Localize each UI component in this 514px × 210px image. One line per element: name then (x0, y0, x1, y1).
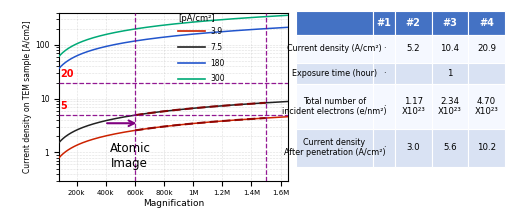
Text: ·: · (383, 69, 386, 78)
Bar (373, 11, 395, 35)
Bar (468, 11, 505, 35)
Text: #2: #2 (406, 18, 420, 28)
Bar (432, 63, 468, 84)
Text: Atomic
Image: Atomic Image (111, 142, 151, 169)
Text: 5.6: 5.6 (443, 143, 457, 152)
Text: 10.4: 10.4 (440, 45, 460, 53)
Bar (373, 84, 395, 129)
Text: Current density
After penetration (A/cm²): Current density After penetration (A/cm²… (284, 138, 385, 158)
Y-axis label: Current density on TEM sample [A/cm2]: Current density on TEM sample [A/cm2] (23, 20, 32, 173)
Text: [pA/cm²]: [pA/cm²] (178, 14, 215, 23)
Text: 4.70
X10²³: 4.70 X10²³ (474, 97, 499, 116)
Bar (432, 84, 468, 129)
Text: 5: 5 (60, 101, 67, 111)
Bar (468, 63, 505, 84)
Bar (296, 129, 373, 167)
Text: 1.17
X10²³: 1.17 X10²³ (401, 97, 425, 116)
X-axis label: Magnification: Magnification (143, 199, 204, 208)
Bar (395, 11, 432, 35)
Bar (395, 129, 432, 167)
Bar (296, 11, 373, 35)
Text: 20.9: 20.9 (477, 45, 496, 53)
Bar (395, 35, 432, 63)
Text: Exposure time (hour): Exposure time (hour) (292, 69, 377, 78)
Text: 10.2: 10.2 (477, 143, 496, 152)
Text: 20: 20 (60, 69, 74, 79)
Bar (395, 63, 432, 84)
Text: #1: #1 (377, 18, 392, 28)
Bar (296, 63, 373, 84)
Bar (296, 35, 373, 63)
Bar (432, 11, 468, 35)
Text: #4: #4 (479, 18, 494, 28)
Bar (296, 84, 373, 129)
Text: #3: #3 (443, 18, 457, 28)
Bar (373, 35, 395, 63)
Text: 5.2: 5.2 (407, 45, 420, 53)
Text: 300: 300 (210, 75, 225, 83)
Bar (395, 84, 432, 129)
Bar (432, 35, 468, 63)
Bar (373, 63, 395, 84)
Text: 2.34
X10²³: 2.34 X10²³ (438, 97, 462, 116)
Text: Current density (A/cm²): Current density (A/cm²) (287, 45, 382, 53)
Text: ·: · (383, 102, 386, 111)
Text: ·: · (383, 143, 386, 152)
Bar (432, 129, 468, 167)
Text: 3.0: 3.0 (407, 143, 420, 152)
Text: 7.5: 7.5 (210, 43, 222, 51)
Bar (468, 129, 505, 167)
Text: 1: 1 (447, 69, 453, 78)
Text: Total number of
incident electrons (e/nm²): Total number of incident electrons (e/nm… (282, 97, 387, 116)
Bar (373, 129, 395, 167)
Text: 3.9: 3.9 (210, 27, 222, 35)
Bar (468, 35, 505, 63)
Text: ·: · (383, 45, 386, 53)
Bar (468, 84, 505, 129)
Text: 180: 180 (210, 59, 225, 67)
